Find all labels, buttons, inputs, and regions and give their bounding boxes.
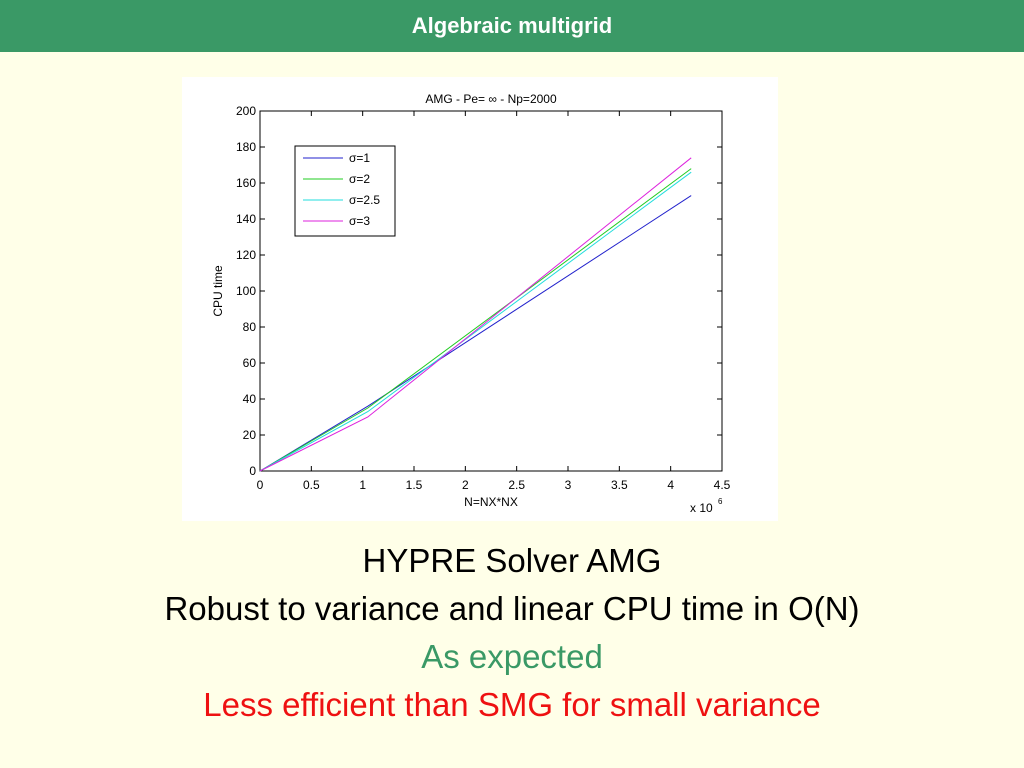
legend-label: σ=2 (349, 172, 370, 186)
chart-figure: 0 20 40 60 80 100 120 140 160 180 200 0 0.5 1 1.5 2 2.5 3… (182, 77, 778, 521)
slide-title-bar: Algebraic multigrid (0, 0, 1024, 52)
x-axis-label: N=NX*NX (464, 495, 518, 509)
legend-label: σ=1 (349, 151, 370, 165)
x-multiplier-label: x 10 (690, 501, 713, 515)
caption-line-2: Robust to variance and linear CPU time i… (164, 590, 860, 627)
x-tick-label: 0.5 (303, 478, 320, 492)
y-tick-label: 40 (243, 392, 257, 406)
series-line-0 (259, 195, 692, 472)
y-tick-label: 80 (243, 320, 257, 334)
y-tick-label: 120 (236, 248, 256, 262)
legend-label: σ=2.5 (349, 193, 380, 207)
x-tick-label: 1 (359, 478, 366, 492)
chart-title: AMG - Pe= ∞ - Np=2000 (425, 92, 557, 106)
caption-line-4: Less efficient than SMG for small varian… (203, 686, 821, 723)
x-tick-label: 3 (565, 478, 572, 492)
x-tick-label: 2 (462, 478, 469, 492)
y-axis-label: CPU time (211, 265, 225, 317)
y-tick-label: 140 (236, 212, 256, 226)
slide-title: Algebraic multigrid (411, 13, 613, 38)
x-tick-label: 4.5 (714, 478, 731, 492)
y-tick-label: 180 (236, 140, 256, 154)
legend-label: σ=3 (349, 214, 370, 228)
series-line-2 (259, 171, 692, 472)
legend-box (294, 145, 396, 237)
series-line-1 (259, 168, 692, 472)
x-tick-label: 1.5 (406, 478, 423, 492)
y-tick-label: 20 (243, 428, 257, 442)
x-tick-label: 4 (667, 478, 674, 492)
y-tick-label: 0 (249, 464, 256, 478)
caption-line-3: As expected (421, 638, 603, 675)
y-tick-label: 100 (236, 284, 256, 298)
x-tick-label: 2.5 (508, 478, 525, 492)
x-multiplier-exponent: 6 (718, 497, 723, 506)
x-tick-label: 3.5 (611, 478, 628, 492)
series-line-3 (259, 157, 692, 472)
y-tick-label: 60 (243, 356, 257, 370)
y-tick-label: 160 (236, 176, 256, 190)
x-tick-label: 0 (257, 478, 264, 492)
caption-line-1: HYPRE Solver AMG (362, 542, 662, 579)
y-tick-label: 200 (236, 104, 256, 118)
amg-cpu-time-chart: 0 20 40 60 80 100 120 140 160 180 200 0 0.5 1 1.5 2 2.5 3… (211, 92, 731, 515)
